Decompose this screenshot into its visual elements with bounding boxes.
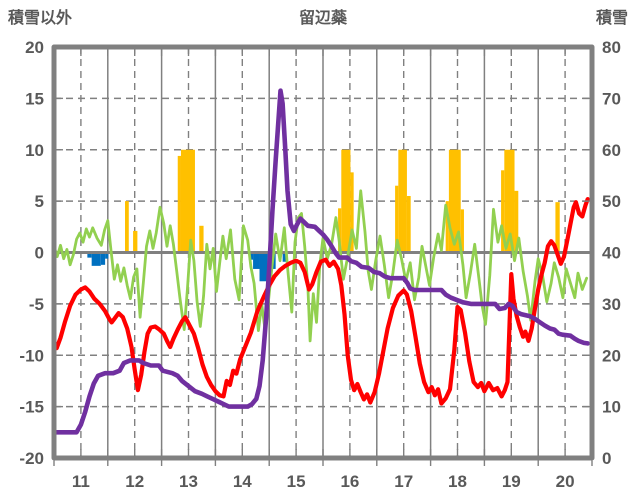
- y-left-tick-label: -10: [19, 346, 44, 365]
- right-axis-title: 積雪: [595, 8, 628, 27]
- yellow-bar: [199, 225, 204, 253]
- blue-bar: [282, 252, 287, 262]
- y-left-tick-label: -15: [19, 398, 44, 417]
- plot-border: [51, 44, 595, 461]
- series-layer: [56, 88, 590, 435]
- y-right-tick-label: 0: [602, 449, 611, 468]
- y-right-tick-label: 10: [602, 398, 621, 417]
- y-left-tick-label: -5: [29, 295, 44, 314]
- x-tick-label: 17: [394, 472, 413, 491]
- y-left-tick-label: 15: [25, 89, 44, 108]
- yellow-bar: [133, 230, 138, 253]
- left-axis-title: 積雪以外: [7, 8, 72, 27]
- blue-bar: [105, 252, 109, 259]
- yellow-bar: [350, 172, 354, 253]
- y-right-tick-label: 40: [602, 244, 621, 263]
- chart-title: 留辺蘂: [299, 8, 348, 27]
- yellow-bar: [338, 208, 342, 253]
- y-left-tick-label: 10: [25, 141, 44, 160]
- plot-frame: [51, 44, 595, 466]
- x-tick-label: 14: [233, 472, 252, 491]
- snow-depth-line: [56, 88, 590, 435]
- x-tick-label: 15: [287, 472, 306, 491]
- yellow-bar: [180, 149, 195, 253]
- x-tick-label: 16: [340, 472, 359, 491]
- y-right-tick-label: 50: [602, 192, 621, 211]
- green-line: [56, 189, 588, 343]
- blue-bar: [253, 252, 260, 269]
- blue-bar: [100, 252, 106, 265]
- y-right-tick-label: 80: [602, 38, 621, 57]
- yellow-bar: [177, 155, 181, 253]
- y-right-tick-label: 60: [602, 141, 621, 160]
- yellow-bar: [398, 149, 407, 253]
- blue-bar: [91, 252, 101, 266]
- yellow-bar: [504, 149, 515, 253]
- yellow-bar: [448, 149, 461, 253]
- y-left-tick-label: 20: [25, 38, 44, 57]
- yellow-bar: [460, 209, 464, 253]
- y-right-tick-label: 20: [602, 346, 621, 365]
- x-tick-label: 11: [72, 472, 90, 491]
- yellow-bar: [514, 190, 519, 253]
- y-left-tick-label: -20: [19, 449, 44, 468]
- x-tick-label: 20: [556, 472, 575, 491]
- yellow-bar: [341, 149, 351, 253]
- x-tick-label: 19: [502, 472, 521, 491]
- y-right-tick-label: 30: [602, 295, 621, 314]
- yellow-bar: [501, 170, 505, 253]
- yellow-bar: [406, 195, 411, 253]
- x-tick-label: 13: [179, 472, 198, 491]
- x-tick-label: 12: [125, 472, 144, 491]
- red-temperature-line: [56, 197, 590, 406]
- blue-bar: [87, 252, 92, 258]
- y-left-tick-label: 0: [35, 244, 44, 263]
- yellow-bar: [125, 201, 129, 253]
- blue-bar: [259, 252, 268, 282]
- yellow-bar: [555, 202, 560, 253]
- y-left-tick-label: 5: [35, 192, 44, 211]
- yellow-bar: [445, 201, 449, 253]
- yellow-bar: [395, 185, 399, 253]
- x-tick-label: 18: [448, 472, 467, 491]
- y-right-tick-label: 70: [602, 89, 621, 108]
